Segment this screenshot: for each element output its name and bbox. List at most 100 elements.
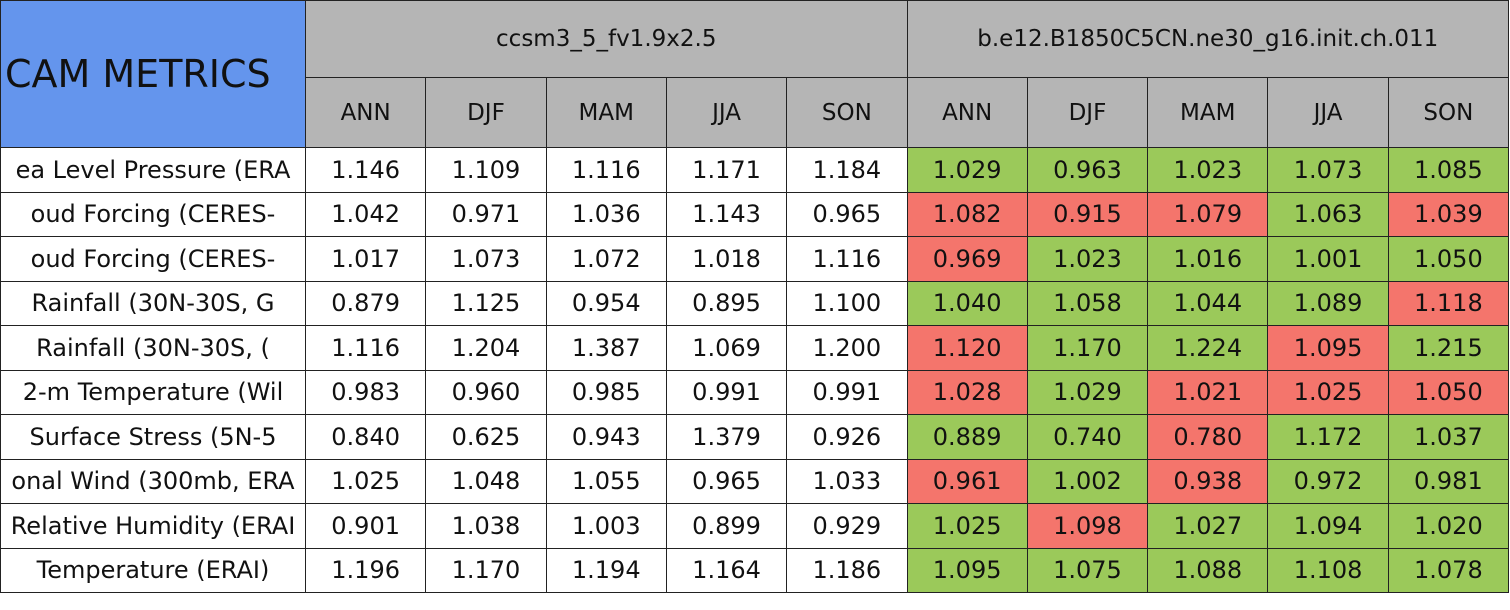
value-cell: 1.048 bbox=[425, 458, 547, 504]
value-cell: 1.027 bbox=[1147, 503, 1269, 549]
value-cell: 1.069 bbox=[665, 325, 788, 371]
value-cell: 1.100 bbox=[786, 280, 908, 326]
value-cell: 1.118 bbox=[1387, 280, 1510, 326]
data-row: Surface Stress (5N-5 0.840 0.625 0.943 1.379… bbox=[0, 414, 1510, 460]
value-cell: 1.387 bbox=[545, 325, 667, 371]
value-cell: 0.915 bbox=[1026, 191, 1149, 237]
value-cell: 1.042 bbox=[304, 191, 427, 237]
value-cell: 1.023 bbox=[1026, 236, 1149, 282]
value-cell: 1.050 bbox=[1387, 236, 1510, 282]
data-row: oud Forcing (CERES- 1.017 1.073 1.072 1.018 1… bbox=[0, 236, 1510, 282]
value-cell: 0.985 bbox=[545, 369, 667, 415]
row-label: oud Forcing (CERES- bbox=[0, 191, 306, 237]
value-cell: 1.040 bbox=[906, 280, 1028, 326]
data-row: oud Forcing (CERES- 1.042 0.971 1.036 1.143 0… bbox=[0, 191, 1510, 237]
value-cell: 1.036 bbox=[545, 191, 667, 237]
value-cell: 1.023 bbox=[1147, 147, 1269, 193]
value-cell: 1.108 bbox=[1267, 547, 1389, 593]
column-header: SON bbox=[1387, 77, 1510, 148]
data-row: Relative Humidity (ERAI 0.901 1.038 1.003 0.… bbox=[0, 503, 1510, 549]
value-cell: 1.073 bbox=[425, 236, 547, 282]
value-cell: 0.981 bbox=[1387, 458, 1510, 504]
value-cell: 0.965 bbox=[786, 191, 908, 237]
value-cell: 1.039 bbox=[1387, 191, 1510, 237]
value-cell: 1.109 bbox=[425, 147, 547, 193]
value-cell: 0.901 bbox=[304, 503, 427, 549]
value-cell: 0.963 bbox=[1026, 147, 1149, 193]
data-row: Rainfall (30N-30S, (1.116 1.204 1.387 1.069… bbox=[0, 325, 1510, 371]
row-label: 2-m Temperature (Wil bbox=[0, 369, 306, 415]
value-cell: 1.002 bbox=[1026, 458, 1149, 504]
metrics-table: CAM METRICS ccsm3_5_fv1.9x2.5 b.e12.B1850… bbox=[0, 0, 1510, 593]
value-cell: 0.972 bbox=[1267, 458, 1389, 504]
value-cell: 1.038 bbox=[425, 503, 547, 549]
value-cell: 1.194 bbox=[545, 547, 667, 593]
value-cell: 1.085 bbox=[1387, 147, 1510, 193]
value-cell: 1.116 bbox=[304, 325, 427, 371]
column-header: ANN bbox=[304, 77, 427, 148]
value-cell: 1.171 bbox=[665, 147, 788, 193]
value-cell: 1.082 bbox=[906, 191, 1028, 237]
value-cell: 1.116 bbox=[545, 147, 667, 193]
value-cell: 1.204 bbox=[425, 325, 547, 371]
value-cell: 1.116 bbox=[786, 236, 908, 282]
group-header-row: CAM METRICS ccsm3_5_fv1.9x2.5 b.e12.B1850… bbox=[0, 0, 1510, 148]
table-title: CAM METRICS bbox=[0, 0, 306, 148]
value-cell: 1.170 bbox=[425, 547, 547, 593]
value-cell: 0.879 bbox=[304, 280, 427, 326]
value-cell: 0.969 bbox=[906, 236, 1028, 282]
value-cell: 0.961 bbox=[906, 458, 1028, 504]
column-header: MAM bbox=[545, 77, 667, 148]
value-cell: 1.146 bbox=[304, 147, 427, 193]
row-label: oud Forcing (CERES- bbox=[0, 236, 306, 282]
column-header: DJF bbox=[1026, 77, 1149, 148]
value-cell: 1.094 bbox=[1267, 503, 1389, 549]
value-cell: 1.001 bbox=[1267, 236, 1389, 282]
value-cell: 1.075 bbox=[1026, 547, 1149, 593]
value-cell: 1.200 bbox=[786, 325, 908, 371]
row-label: Rainfall (30N-30S, G bbox=[0, 280, 306, 326]
value-cell: 0.991 bbox=[665, 369, 788, 415]
value-cell: 1.095 bbox=[906, 547, 1028, 593]
value-cell: 1.037 bbox=[1387, 414, 1510, 460]
value-cell: 1.018 bbox=[665, 236, 788, 282]
value-cell: 1.025 bbox=[304, 458, 427, 504]
value-cell: 0.938 bbox=[1147, 458, 1269, 504]
value-cell: 1.058 bbox=[1026, 280, 1149, 326]
value-cell: 1.029 bbox=[1026, 369, 1149, 415]
value-cell: 1.164 bbox=[665, 547, 788, 593]
value-cell: 1.079 bbox=[1147, 191, 1269, 237]
value-cell: 1.184 bbox=[786, 147, 908, 193]
value-cell: 1.028 bbox=[906, 369, 1028, 415]
value-cell: 1.224 bbox=[1147, 325, 1269, 371]
value-cell: 1.020 bbox=[1387, 503, 1510, 549]
value-cell: 0.840 bbox=[304, 414, 427, 460]
value-cell: 0.954 bbox=[545, 280, 667, 326]
row-label: ea Level Pressure (ERA bbox=[0, 147, 306, 193]
data-row: Rainfall (30N-30S, G 0.879 1.125 0.954 0.895… bbox=[0, 280, 1510, 326]
value-cell: 1.017 bbox=[304, 236, 427, 282]
value-cell: 1.120 bbox=[906, 325, 1028, 371]
value-cell: 1.044 bbox=[1147, 280, 1269, 326]
value-cell: 0.965 bbox=[665, 458, 788, 504]
value-cell: 1.379 bbox=[665, 414, 788, 460]
value-cell: 0.740 bbox=[1026, 414, 1149, 460]
value-cell: 1.050 bbox=[1387, 369, 1510, 415]
row-label: onal Wind (300mb, ERA bbox=[0, 458, 306, 504]
row-label: Rainfall (30N-30S, ( bbox=[0, 325, 306, 371]
value-cell: 1.098 bbox=[1026, 503, 1149, 549]
value-cell: 0.625 bbox=[425, 414, 547, 460]
value-cell: 1.055 bbox=[545, 458, 667, 504]
value-cell: 1.072 bbox=[545, 236, 667, 282]
value-cell: 1.025 bbox=[1267, 369, 1389, 415]
column-header: MAM bbox=[1147, 77, 1269, 148]
value-cell: 1.089 bbox=[1267, 280, 1389, 326]
value-cell: 1.073 bbox=[1267, 147, 1389, 193]
value-cell: 0.971 bbox=[425, 191, 547, 237]
row-label: Relative Humidity (ERAI bbox=[0, 503, 306, 549]
group-header: b.e12.B1850C5CN.ne30_g16.init.ch.011 bbox=[906, 0, 1510, 78]
data-row: ea Level Pressure (ERA 1.146 1.109 1.116 1.1… bbox=[0, 147, 1510, 193]
value-cell: 1.095 bbox=[1267, 325, 1389, 371]
column-header: JJA bbox=[1267, 77, 1389, 148]
